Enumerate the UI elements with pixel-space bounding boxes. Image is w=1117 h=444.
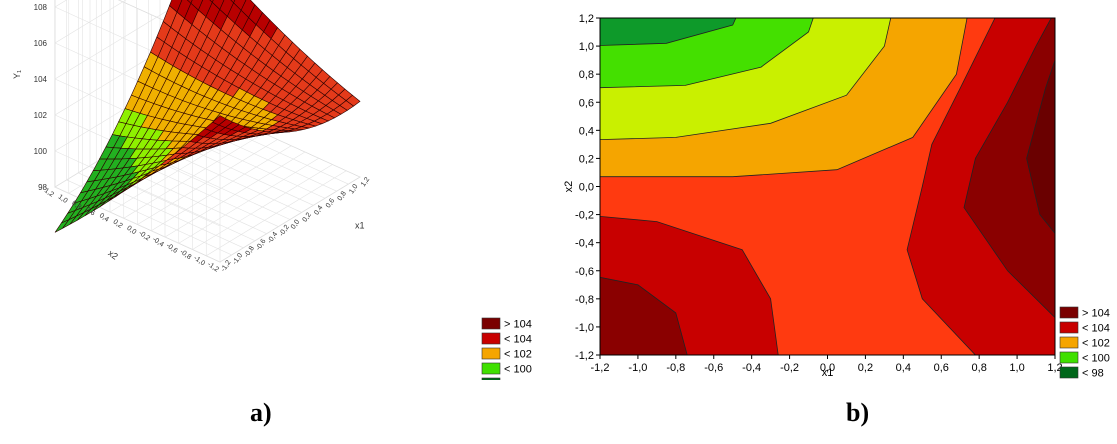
z-tick-label: 106 bbox=[34, 39, 48, 48]
contour-plot: -1,2 -1,0 -0,8 -0,6 -0,4 -0,2 0,0 0,2 0,4 0,6 0,8 1… bbox=[563, 13, 1110, 380]
x-axis-label: x1 bbox=[822, 367, 834, 379]
legend-swatch bbox=[481, 347, 501, 360]
legend-label: < 102 bbox=[504, 349, 532, 361]
y-axis-label: x2 bbox=[563, 181, 575, 193]
y-tick-label: -1,0 bbox=[192, 255, 206, 268]
surface-mesh bbox=[54, 0, 361, 233]
legend-swatch bbox=[1059, 366, 1079, 379]
legend-label: < 100 bbox=[1082, 353, 1110, 365]
x-tick-label: -1,2 bbox=[220, 259, 233, 273]
x-tick-label: 0,0 bbox=[290, 219, 301, 231]
y-tick-label: -1,2 bbox=[575, 350, 594, 362]
legend-label: < 100 bbox=[504, 364, 532, 376]
y-tick-label: 1,0 bbox=[579, 41, 594, 53]
y-tick-label: 0,4 bbox=[579, 125, 594, 137]
z-axis-label: Y₁ bbox=[12, 70, 22, 79]
z-tick-label: 108 bbox=[34, 3, 48, 12]
y-axis-label: x2 bbox=[106, 248, 120, 262]
panel-a-caption: a) bbox=[250, 398, 272, 427]
z-tick-label: 100 bbox=[34, 147, 48, 156]
legend-label: < 98 bbox=[504, 379, 526, 381]
legend-swatch bbox=[1059, 351, 1079, 364]
y-tick-label: 0,8 bbox=[579, 69, 594, 81]
z-tick-label: 102 bbox=[34, 111, 48, 120]
legend-label: < 98 bbox=[1082, 368, 1104, 380]
x-tick-label: -1,2 bbox=[591, 362, 610, 374]
y-tick-label: 0,0 bbox=[125, 225, 137, 236]
y-tick-label: -1,0 bbox=[575, 322, 594, 334]
y-tick-label: 0,2 bbox=[112, 219, 124, 230]
x-tick-label: 1,2 bbox=[360, 176, 371, 188]
x-tick-label: -1,0 bbox=[232, 252, 245, 266]
y-tick-label: 0,2 bbox=[579, 153, 594, 165]
y-tick-label: 1,2 bbox=[579, 13, 594, 25]
legend-swatch bbox=[481, 332, 501, 345]
y-tick-label: 0,0 bbox=[579, 182, 594, 194]
x-tick-label: -0,4 bbox=[742, 362, 761, 374]
x-tick-label: 1,2 bbox=[1047, 362, 1062, 374]
contour-region-106-108 bbox=[600, 276, 688, 355]
legend-label: < 104 bbox=[504, 334, 532, 346]
y-tick-label: -0,6 bbox=[575, 266, 594, 278]
y-tick-label: 0,6 bbox=[579, 97, 594, 109]
x-tick-label: -1,0 bbox=[628, 362, 647, 374]
legend-swatch bbox=[481, 317, 501, 330]
y-tick-label: 0,8 bbox=[70, 200, 82, 211]
y-tick-label: -0,2 bbox=[575, 210, 594, 222]
x-tick-label: -0,8 bbox=[243, 245, 256, 259]
x-tick-label: -0,4 bbox=[267, 231, 280, 245]
y-tick-label: -1,2 bbox=[206, 261, 220, 274]
surface-plot: 98100102104106108110-1,2-1,0-0,8-0,6-0,4… bbox=[12, 0, 532, 391]
contour-region-106-108 bbox=[963, 18, 1055, 319]
x-tick-label: 1,0 bbox=[348, 183, 359, 195]
y-tick-label: -0,4 bbox=[151, 236, 165, 249]
x-tick-label: 1,0 bbox=[1009, 362, 1024, 374]
x-tick-label: 0,6 bbox=[934, 362, 949, 374]
x-tick-label: 0,8 bbox=[972, 362, 987, 374]
x-tick-label: 0,2 bbox=[302, 211, 313, 223]
y-tick-label: 0,4 bbox=[98, 212, 110, 223]
x-tick-label: 0,8 bbox=[337, 190, 348, 202]
legend-label: < 102 bbox=[1082, 338, 1110, 350]
surface-cell bbox=[211, 115, 227, 126]
legend: > 104 < 104 < 102 < 100 < 98 bbox=[1059, 306, 1110, 380]
contour-region-above-108 bbox=[1026, 58, 1055, 234]
z-tick-label: 104 bbox=[34, 75, 48, 84]
x-tick-label: 0,0 bbox=[820, 362, 835, 374]
x-tick-label: 0,6 bbox=[325, 197, 336, 209]
legend-swatch bbox=[481, 362, 501, 375]
legend-swatch bbox=[1059, 306, 1079, 319]
legend-swatch bbox=[1059, 336, 1079, 349]
y-tick-label: -0,6 bbox=[165, 242, 179, 255]
contour-plot-panel: -1,2 -1,0 -0,8 -0,6 -0,4 -0,2 0,0 0,2 0,4 0,6 0,8 1… bbox=[560, 0, 1117, 380]
x-tick-label: -0,6 bbox=[704, 362, 723, 374]
y-tick-label: 1,0 bbox=[57, 194, 69, 205]
y-tick-label: 1,2 bbox=[43, 187, 55, 198]
x-tick-label: -0,2 bbox=[278, 224, 291, 238]
y-tick-label: -0,8 bbox=[575, 294, 594, 306]
x-tick-label: -0,8 bbox=[666, 362, 685, 374]
legend-label: < 104 bbox=[1082, 323, 1110, 335]
y-tick-label: 0,6 bbox=[84, 206, 96, 217]
x-tick-label: 0,2 bbox=[858, 362, 873, 374]
contour-region-97-98 bbox=[600, 18, 737, 46]
y-tick-label: -0,4 bbox=[575, 238, 594, 250]
z-tick-label: 98 bbox=[38, 183, 47, 192]
contour-regions bbox=[600, 18, 1055, 355]
x-tick-label: 0,4 bbox=[313, 204, 324, 216]
legend: > 104 < 104 < 102 < 100 < 98 bbox=[481, 317, 532, 391]
panel-b-caption: b) bbox=[846, 398, 870, 427]
x-axis-label: x1 bbox=[355, 220, 365, 230]
x-tick-label: -0,2 bbox=[780, 362, 799, 374]
y-tick-label: -0,2 bbox=[137, 230, 151, 243]
y-tick-label: -0,8 bbox=[178, 248, 192, 261]
axis-labels: 98100102104106108110-1,2-1,0-0,8-0,6-0,4… bbox=[12, 3, 371, 274]
x-tick-label: 0,4 bbox=[896, 362, 911, 374]
legend-label: > 104 bbox=[1082, 308, 1110, 320]
x-tick-label: -0,6 bbox=[255, 238, 268, 252]
legend-label: > 104 bbox=[504, 319, 532, 331]
surface-plot-panel: 98100102104106108110-1,2-1,0-0,8-0,6-0,4… bbox=[0, 0, 560, 391]
legend-swatch bbox=[1059, 321, 1079, 334]
legend-swatch bbox=[481, 377, 501, 390]
